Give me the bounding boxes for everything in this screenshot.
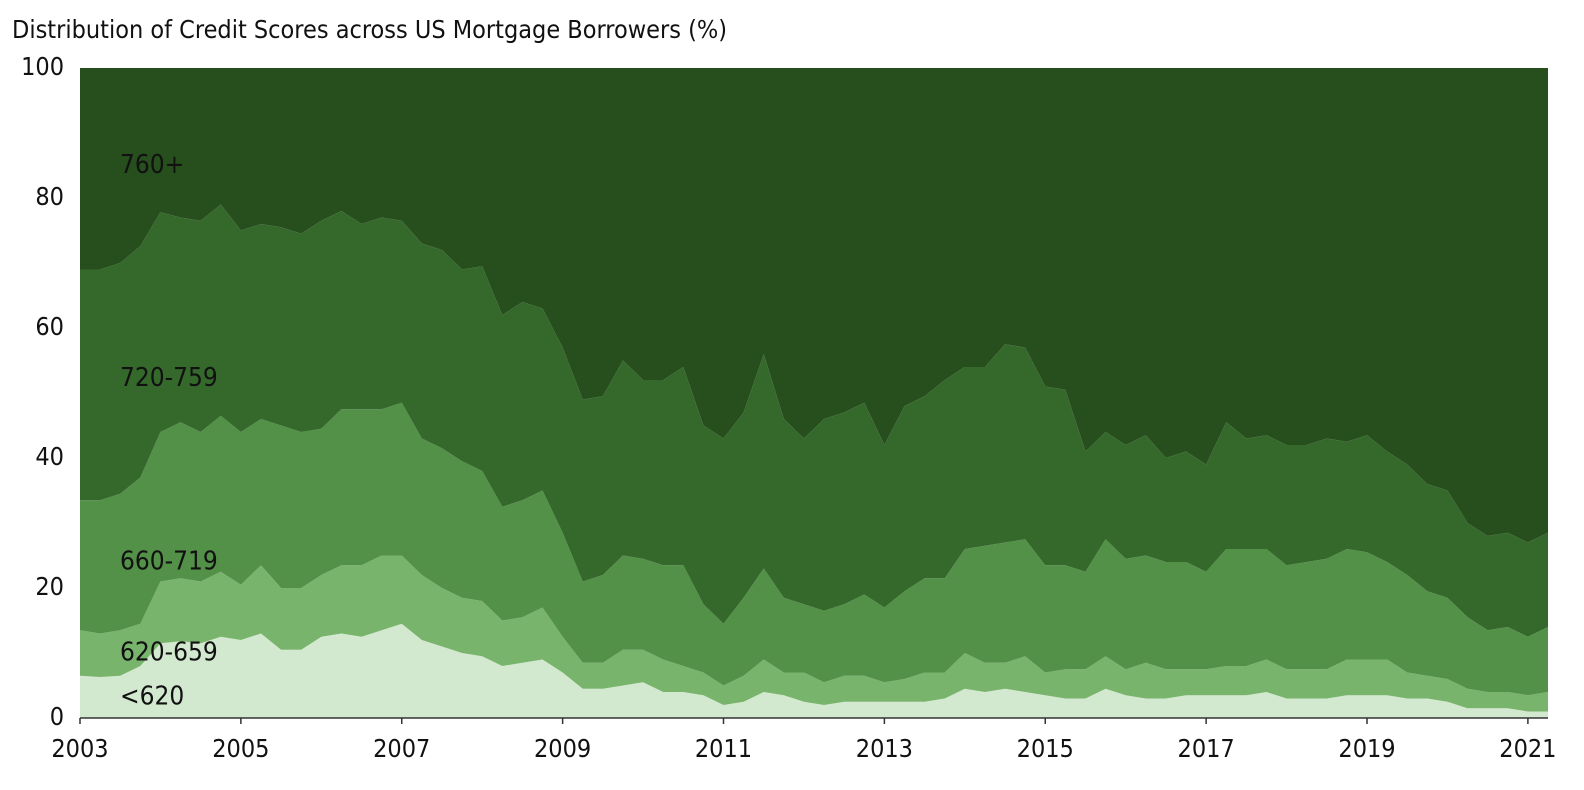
area bbox=[80, 204, 1548, 637]
y-tick-label: 80 bbox=[35, 182, 64, 211]
area bbox=[80, 68, 1548, 543]
x-tick-label: 2011 bbox=[695, 734, 752, 763]
x-tick-label: 2013 bbox=[856, 734, 913, 763]
x-tick-label: 2021 bbox=[1499, 734, 1556, 763]
x-tick-label: 2003 bbox=[51, 734, 108, 763]
x-tick-label: 2009 bbox=[534, 734, 591, 763]
chart-title: Distribution of Credit Scores across US … bbox=[12, 15, 727, 44]
x-tick-label: 2007 bbox=[373, 734, 430, 763]
series-label: 760+ bbox=[120, 150, 184, 180]
area bbox=[80, 402, 1548, 696]
y-tick-label: 0 bbox=[50, 702, 64, 731]
area bbox=[80, 623, 1548, 718]
area bbox=[80, 555, 1548, 712]
series-label: <620 bbox=[120, 681, 184, 711]
series-label: 660-719 bbox=[120, 547, 218, 577]
series-label: 720-759 bbox=[120, 363, 218, 393]
x-tick-label: 2017 bbox=[1178, 734, 1235, 763]
x-tick-label: 2019 bbox=[1338, 734, 1395, 763]
y-tick-label: 40 bbox=[35, 442, 64, 471]
y-tick-label: 100 bbox=[21, 52, 64, 81]
series-label: 620-659 bbox=[120, 638, 218, 668]
y-tick-label: 20 bbox=[35, 572, 64, 601]
y-tick-label: 60 bbox=[35, 312, 64, 341]
x-tick-label: 2015 bbox=[1017, 734, 1074, 763]
x-tick-label: 2005 bbox=[212, 734, 269, 763]
